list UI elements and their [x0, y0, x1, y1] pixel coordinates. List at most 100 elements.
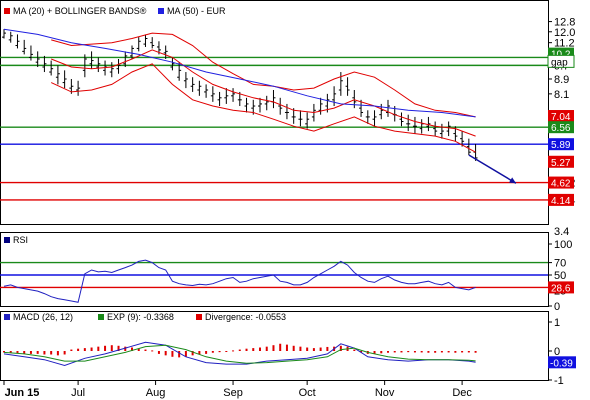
macd-tick-label: -1	[554, 375, 564, 387]
price-bar	[231, 88, 236, 102]
price-badge: 4.14	[548, 193, 574, 207]
price-bar	[224, 88, 229, 104]
price-bar	[258, 97, 262, 113]
divergence-bar	[285, 344, 288, 351]
divergence-bar	[90, 347, 93, 351]
rsi-y-ticks: 100705025028.6	[548, 239, 574, 313]
divergence-bar	[218, 351, 221, 353]
price-bars-layer	[2, 29, 478, 161]
legend-swatch-macd	[4, 314, 10, 320]
divergence-bar	[279, 343, 282, 351]
divergence-bar	[299, 346, 302, 351]
price-series-layer	[3, 28, 476, 153]
rsi-panel-frame	[0, 232, 549, 307]
divergence-bar	[326, 346, 329, 351]
price-bar	[217, 91, 222, 107]
price-bar	[55, 65, 60, 85]
rsi-legend: RSI	[4, 235, 28, 245]
price-badge: 7.04	[548, 110, 574, 123]
price-badge: gap	[547, 54, 575, 68]
macd-line-1	[3, 344, 476, 364]
divergence-bar	[144, 349, 147, 351]
divergence-bar	[77, 348, 80, 351]
x-tick-label: Dec	[452, 387, 472, 399]
divergence-bar	[171, 351, 174, 357]
price-bar	[42, 55, 47, 73]
divergence-bar	[380, 351, 383, 354]
price-tick-label: 8.1	[554, 89, 569, 101]
price-badge: 6.56	[548, 121, 574, 134]
divergence-bar	[104, 345, 107, 351]
price-bottom-tick-label: 3.4	[554, 226, 569, 238]
rsi-line	[3, 259, 476, 303]
divergence-bar	[360, 351, 363, 353]
divergence-bar	[252, 348, 255, 351]
divergence-bar	[198, 351, 201, 355]
price-bar	[22, 39, 27, 55]
price-badge: 5.89	[548, 138, 574, 151]
series-line-1	[51, 32, 476, 118]
x-tick-label: Jun 15	[5, 387, 40, 399]
price-badge: 5.27	[548, 155, 574, 169]
legend-label-macd: MACD (26, 12)	[13, 312, 73, 322]
price-bar	[116, 59, 121, 74]
price-badge-label: 5.27	[551, 158, 571, 169]
macd-panel-frame	[0, 311, 549, 381]
price-bar	[244, 97, 249, 113]
divergence-bar	[245, 348, 248, 351]
price-bar	[466, 138, 471, 156]
divergence-bar	[474, 351, 477, 353]
price-bar	[284, 103, 289, 120]
divergence-bar	[454, 351, 457, 353]
price-bar	[2, 29, 6, 39]
divergence-bar	[373, 351, 376, 354]
macd-tick-label: 0	[554, 346, 560, 358]
price-bar	[143, 34, 148, 47]
divergence-bar	[265, 346, 268, 351]
divergence-bar	[137, 348, 140, 351]
price-bar	[204, 84, 209, 98]
divergence-bar	[16, 351, 19, 354]
price-bar	[15, 34, 20, 49]
divergence-bar	[164, 351, 167, 356]
rsi-tick-label: 70	[554, 258, 566, 270]
trend-arrow-head	[509, 177, 516, 184]
trend-arrow-layer	[468, 154, 517, 184]
divergence-bar	[184, 351, 187, 357]
divergence-bar	[124, 346, 127, 351]
price-bar	[406, 114, 411, 132]
divergence-bar	[36, 351, 39, 354]
price-bar	[460, 131, 465, 147]
price-bar	[76, 80, 81, 96]
price-bar	[352, 90, 357, 109]
price-badge-label: 6.56	[551, 123, 571, 134]
series-line-3	[3, 28, 476, 118]
divergence-bar	[63, 351, 66, 355]
divergence-bar	[9, 351, 12, 353]
price-bar	[35, 51, 40, 68]
divergence-bar	[387, 351, 389, 353]
divergence-bar	[461, 351, 464, 353]
price-bar	[318, 97, 323, 115]
price-badge-label: 7.04	[551, 112, 571, 123]
legend-label-divergence: Divergence: -0.0553	[205, 312, 286, 322]
price-tick-label: 8.9	[554, 74, 569, 86]
divergence-bar	[225, 351, 228, 352]
divergence-bar	[312, 348, 315, 351]
price-bar	[89, 51, 94, 69]
divergence-bar	[3, 351, 5, 353]
divergence-bar	[97, 346, 100, 351]
divergence-bar	[306, 347, 309, 351]
macd-value-badge	[548, 356, 576, 369]
divergence-bar	[178, 351, 181, 358]
macd-layer	[3, 341, 477, 367]
divergence-bar	[393, 351, 396, 353]
price-bar	[419, 119, 424, 134]
x-tick-label: Oct	[299, 387, 316, 399]
divergence-bar	[23, 351, 26, 354]
price-lines-layer	[0, 56, 548, 201]
x-tick-label: Nov	[375, 387, 395, 399]
divergence-bar	[413, 351, 416, 353]
divergence-bar	[117, 345, 120, 351]
legend-label-rsi: RSI	[13, 235, 28, 245]
